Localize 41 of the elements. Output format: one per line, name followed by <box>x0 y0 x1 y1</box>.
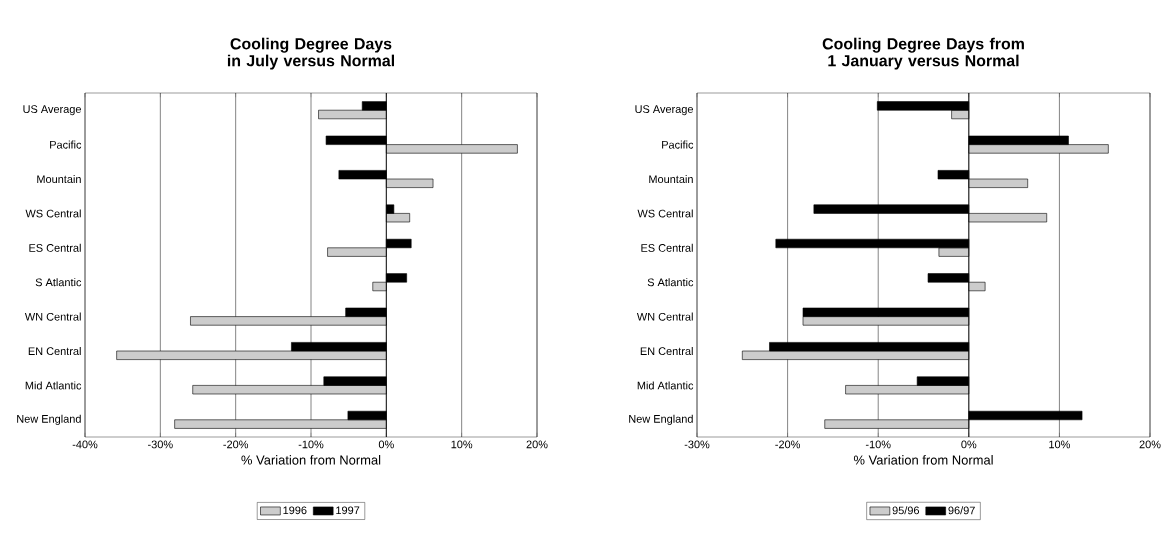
y-tick-label: New England <box>629 414 693 425</box>
y-tick-label: WS Central <box>25 209 81 218</box>
y-tick-label: Mid Atlantic <box>637 381 694 390</box>
chart-title: Cooling Degree Days in July versus Normal <box>227 37 394 70</box>
x-tick-label: 10% <box>1049 440 1070 449</box>
y-tick-label: Pacific <box>662 140 694 149</box>
x-tick-label: 0% <box>378 440 394 449</box>
y-tick-label: EN Central <box>28 346 81 356</box>
y-tick-label: EN Central <box>640 346 693 356</box>
legend-label: 96/97 <box>948 506 975 515</box>
x-tick-label: 20% <box>526 440 548 449</box>
x-tick-label: -20% <box>223 440 249 449</box>
y-tick-label: ES Central <box>29 243 81 252</box>
y-tick-label: WN Central <box>24 312 81 321</box>
y-tick-label: US Average <box>635 105 693 116</box>
x-tick-label: -10% <box>865 440 891 449</box>
x-tick-label: -30% <box>148 440 173 449</box>
y-tick-label: US Average <box>23 105 81 116</box>
x-tick-label: -30% <box>684 440 710 449</box>
x-tick-label: 0% <box>961 440 977 449</box>
y-tick-label: Mountain <box>37 174 81 184</box>
x-tick-label: -10% <box>298 440 324 449</box>
x-axis-title: % Variation from Normal <box>853 455 993 465</box>
y-tick-label: Mountain <box>649 174 693 184</box>
x-tick-label: 20% <box>1139 440 1161 449</box>
x-tick-label: -40% <box>72 440 98 449</box>
y-tick-label: Mid Atlantic <box>25 381 82 390</box>
chart-title: Cooling Degree Days from 1 January versus Normal <box>822 37 1024 70</box>
x-axis-title: % Variation from Normal <box>241 455 381 465</box>
y-tick-label: WS Central <box>637 209 693 218</box>
legend-label: 1997 <box>336 506 360 515</box>
y-tick-label: S Atlantic <box>35 278 82 287</box>
y-tick-label: Pacific <box>50 140 82 149</box>
legend-label: 1996 <box>283 506 307 515</box>
y-tick-label: New England <box>17 414 81 425</box>
x-tick-label: -20% <box>775 440 800 449</box>
x-tick-label: 10% <box>451 440 473 449</box>
y-tick-label: ES Central <box>641 243 693 252</box>
legend-label: 95/96 <box>892 506 920 515</box>
y-tick-label: S Atlantic <box>647 278 694 287</box>
y-tick-label: WN Central <box>636 312 693 321</box>
